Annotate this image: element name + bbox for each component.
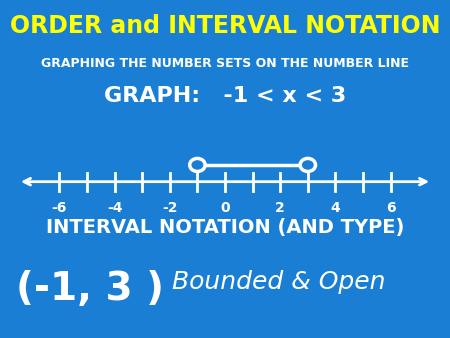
Circle shape bbox=[300, 159, 315, 171]
Text: -2: -2 bbox=[162, 201, 178, 215]
Text: GRAPH:   -1 < x < 3: GRAPH: -1 < x < 3 bbox=[104, 86, 346, 106]
Text: -4: -4 bbox=[107, 201, 122, 215]
Text: 0: 0 bbox=[220, 201, 230, 215]
Text: GRAPHING THE NUMBER SETS ON THE NUMBER LINE: GRAPHING THE NUMBER SETS ON THE NUMBER L… bbox=[41, 57, 409, 70]
Text: -6: -6 bbox=[52, 201, 67, 215]
Text: ORDER and INTERVAL NOTATION: ORDER and INTERVAL NOTATION bbox=[10, 14, 440, 38]
Text: 4: 4 bbox=[330, 201, 340, 215]
Text: INTERVAL NOTATION (AND TYPE): INTERVAL NOTATION (AND TYPE) bbox=[46, 218, 404, 237]
Text: 2: 2 bbox=[275, 201, 285, 215]
Text: 6: 6 bbox=[386, 201, 396, 215]
Text: Bounded & Open: Bounded & Open bbox=[172, 270, 386, 294]
Text: (-1, 3 ): (-1, 3 ) bbox=[16, 270, 164, 308]
Circle shape bbox=[189, 159, 205, 171]
